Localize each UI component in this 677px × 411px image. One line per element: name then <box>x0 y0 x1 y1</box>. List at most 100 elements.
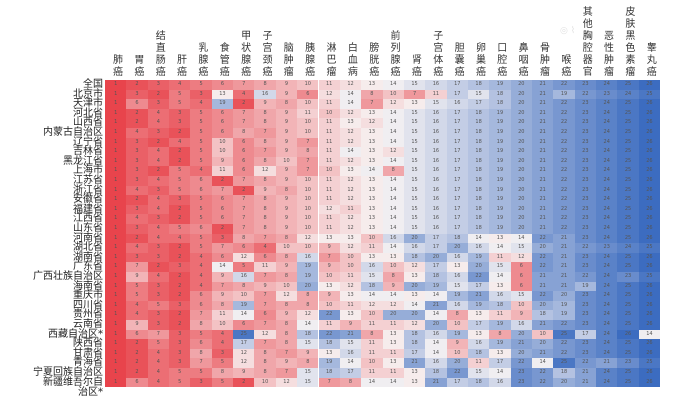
heatmap-cell: 14 <box>425 291 447 301</box>
heatmap-cell: 9 <box>211 291 234 301</box>
heatmap-cell: 5 <box>147 300 170 311</box>
heatmap-cell: 11 <box>318 156 340 167</box>
column-label: 鼻咽癌 <box>516 42 528 78</box>
heatmap-cell: 7 <box>233 195 255 205</box>
heatmap-cell: 16 <box>425 147 447 157</box>
heatmap-cell: 17 <box>446 166 468 176</box>
heatmap-cell: 10 <box>297 204 319 215</box>
heatmap-cell: 14 <box>339 89 362 100</box>
column-label: 脑肿瘤 <box>281 42 293 78</box>
heatmap-cell: 14 <box>382 214 404 224</box>
heatmap-cell: 7 <box>233 80 255 90</box>
heatmap-cell: 18 <box>318 368 340 378</box>
heatmap-cell: 21 <box>532 156 554 167</box>
heatmap-cell: 16 <box>361 262 383 272</box>
heatmap-cell: 18 <box>553 368 575 378</box>
heatmap-cell: 5 <box>190 108 212 119</box>
heatmap-cell: 8 <box>275 99 298 109</box>
heatmap-cell: 3 <box>147 281 170 292</box>
heatmap-cell: 19 <box>489 128 511 138</box>
column-label: 甲状腺癌 <box>238 30 250 78</box>
heatmap-cell: 2 <box>126 108 148 119</box>
heatmap-cell: 1 <box>105 128 127 138</box>
heatmap-cell: 11 <box>489 310 511 320</box>
heatmap-cell: 18 <box>489 99 511 109</box>
heatmap-cell: 2 <box>169 272 191 282</box>
heatmap-cell: 26 <box>638 137 661 148</box>
heatmap-cell: 13 <box>489 281 511 292</box>
heatmap-cell: 21 <box>403 358 426 368</box>
heatmap-cell: 25 <box>233 329 255 340</box>
row-label: 青海省 <box>73 357 103 369</box>
heatmap-cell: 17 <box>467 281 490 292</box>
heatmap-cell: 4 <box>147 147 170 157</box>
heatmap-cell: 14 <box>382 137 404 148</box>
heatmap-cell: 1 <box>105 137 127 148</box>
heatmap-cell: 21 <box>532 195 554 205</box>
heatmap-cell: 3 <box>126 204 148 215</box>
heatmap-cell: 23 <box>574 348 597 359</box>
heatmap-cell: 17 <box>467 320 490 330</box>
heatmap-cell: 12 <box>297 310 319 320</box>
heatmap-cell: 25 <box>617 108 639 119</box>
heatmap-cell: 9 <box>233 368 255 378</box>
heatmap-cell: 1 <box>105 233 127 244</box>
column-header: 淋巴瘤 <box>319 4 340 78</box>
column-header: 胰腺癌 <box>297 4 318 78</box>
heatmap-cell: 15 <box>446 281 468 292</box>
heatmap-cell: 26 <box>638 147 661 157</box>
heatmap-cell: 1 <box>105 195 127 205</box>
column-header: 皮肤黑色素瘤 <box>617 4 638 78</box>
heatmap-cell: 20 <box>425 320 447 330</box>
heatmap-cell: 8 <box>254 224 276 234</box>
heatmap-cell: 12 <box>510 252 532 263</box>
heatmap-cell: 4 <box>190 99 212 109</box>
heatmap-cell: 3 <box>147 214 170 224</box>
heatmap-cell: 9 <box>339 320 362 330</box>
heatmap-cell: 6 <box>233 166 255 176</box>
heatmap-cell: 8 <box>275 339 298 349</box>
heatmap-cell: 22 <box>553 339 575 349</box>
heatmap-cell: 10 <box>297 224 319 234</box>
heatmap-cell: 9 <box>382 281 404 292</box>
heatmap-cell: 11 <box>467 358 490 368</box>
heatmap-cell: 4 <box>254 243 276 253</box>
heatmap-cell: 17 <box>446 137 468 148</box>
heatmap-cell: 18 <box>467 176 490 186</box>
heatmap-cell: 11 <box>318 185 340 196</box>
heatmap-cell: 22 <box>553 128 575 138</box>
heatmap-cell: 15 <box>403 80 426 90</box>
heatmap-cell: 2 <box>169 147 191 157</box>
column-label: 膀胱癌 <box>366 42 378 78</box>
heatmap-cell: 14 <box>382 185 404 196</box>
heatmap-cell: 17 <box>446 156 468 167</box>
heatmap-cell: 8 <box>254 80 276 90</box>
column-header: 口腔癌 <box>489 4 510 78</box>
column-label: 肝癌 <box>174 54 186 78</box>
heatmap-cell: 7 <box>233 214 255 224</box>
heatmap-cell: 18 <box>467 204 490 215</box>
heatmap-cell: 3 <box>147 128 170 138</box>
heatmap-cell: 5 <box>190 243 212 253</box>
heatmap-cell: 23 <box>596 243 618 253</box>
heatmap-cell: 20 <box>510 176 532 186</box>
row-label: 全国 <box>83 79 103 90</box>
heatmap-cell: 20 <box>510 214 532 224</box>
heatmap-cell: 23 <box>574 204 597 215</box>
heatmap-cell: 2 <box>233 99 255 109</box>
heatmap-cell: 13 <box>318 348 340 359</box>
heatmap-cell: 4 <box>147 368 170 378</box>
heatmap-cell: 21 <box>532 118 554 128</box>
column-label: 睾丸癌 <box>644 42 656 78</box>
heatmap-cell: 17 <box>446 185 468 196</box>
heatmap-cell: 18 <box>467 185 490 196</box>
heatmap-cell: 2 <box>169 214 191 224</box>
heatmap-cell: 17 <box>446 377 468 388</box>
heatmap-cell: 25 <box>638 358 661 368</box>
heatmap-cell: 7 <box>233 204 255 215</box>
heatmap-cell: 7 <box>190 358 212 368</box>
heatmap-cell: 24 <box>596 339 618 349</box>
heatmap-cell: 2 <box>169 310 191 320</box>
heatmap-cell: 8 <box>233 281 255 292</box>
heatmap-cell: 22 <box>467 272 490 282</box>
